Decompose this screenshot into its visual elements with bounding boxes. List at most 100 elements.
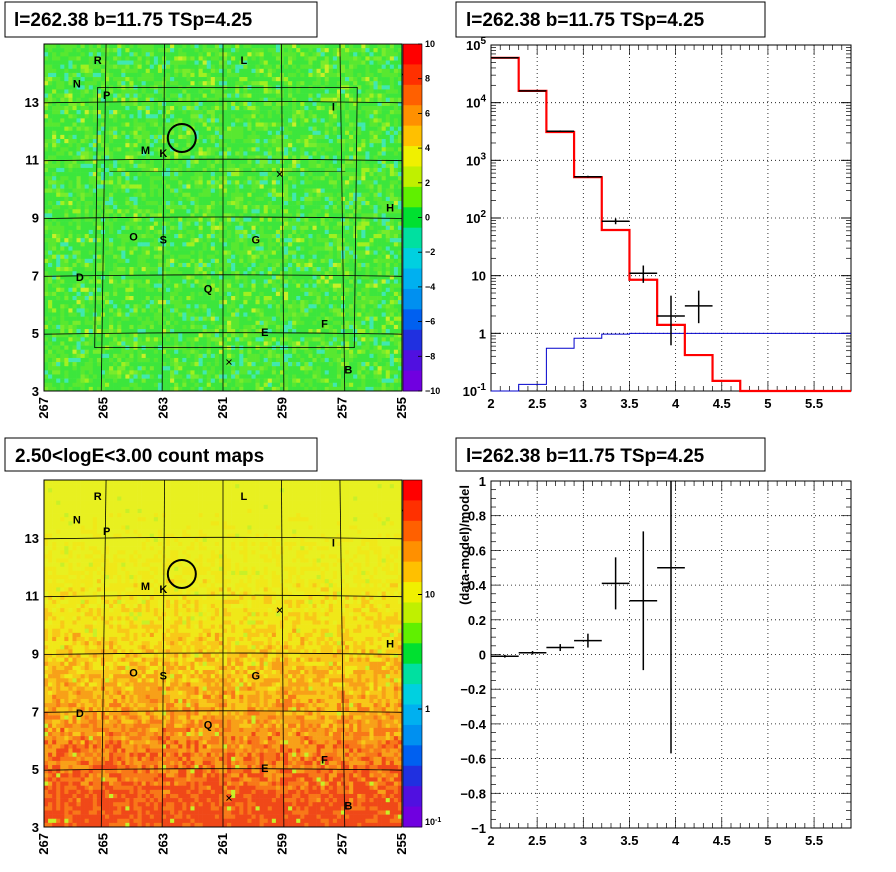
heatmap-cell xyxy=(324,77,330,82)
heatmap-cell xyxy=(96,267,102,272)
heatmap-cell xyxy=(227,196,232,202)
heatmap-cell xyxy=(239,52,244,57)
heatmap-cell xyxy=(377,217,382,222)
heatmap-cell xyxy=(72,225,77,231)
heatmap-cell xyxy=(96,68,102,74)
heatmap-cell xyxy=(389,163,395,169)
heatmap-cell xyxy=(231,64,236,70)
heatmap-cell xyxy=(88,105,94,111)
heatmap-cell xyxy=(60,81,65,86)
heatmap-cell xyxy=(389,209,395,214)
heatmap-cell xyxy=(113,81,118,86)
heatmap-cell xyxy=(186,242,191,247)
heatmap-cell xyxy=(336,151,342,156)
heatmap-cell xyxy=(56,225,61,231)
heatmap-cell xyxy=(255,151,260,156)
heatmap-cell xyxy=(235,213,240,218)
heatmap-cell xyxy=(336,180,342,185)
heatmap-cell xyxy=(206,72,212,78)
heatmap-cell xyxy=(125,114,130,119)
heatmap-cell xyxy=(288,114,293,119)
heatmap-cell xyxy=(336,155,342,160)
heatmap-cell xyxy=(109,205,114,210)
heatmap-cell xyxy=(109,97,114,103)
heatmap-cell xyxy=(48,44,53,49)
heatmap-cell xyxy=(202,238,208,243)
heatmap-cell xyxy=(300,209,305,214)
heatmap-cell xyxy=(312,126,317,132)
heatmap-cell xyxy=(373,167,378,173)
heatmap-cell xyxy=(223,262,228,268)
heatmap-cell xyxy=(353,163,358,169)
heatmap-cell xyxy=(88,163,94,169)
heatmap-cell xyxy=(194,262,199,268)
heatmap-cell xyxy=(255,118,260,123)
heatmap-cell xyxy=(157,234,163,239)
heatmap-cell xyxy=(72,97,77,103)
heatmap-cell xyxy=(117,221,122,227)
heatmap-cell xyxy=(202,176,208,181)
heatmap-cell xyxy=(109,221,114,227)
heatmap-cell xyxy=(88,48,94,53)
heatmap-cell xyxy=(296,271,301,276)
heatmap-cell xyxy=(100,97,106,103)
heatmap-cell xyxy=(345,184,350,189)
heatmap-cell xyxy=(100,213,106,218)
heatmap-cell xyxy=(157,68,163,74)
heatmap-cell xyxy=(332,242,338,247)
heatmap-cell xyxy=(385,93,391,98)
heatmap-cell xyxy=(239,167,244,173)
heatmap-cell xyxy=(316,126,321,132)
heatmap-cell xyxy=(231,180,236,185)
heatmap-cell xyxy=(105,93,110,98)
heatmap-cell xyxy=(198,213,203,218)
heatmap-cell xyxy=(243,81,248,86)
heatmap-cell xyxy=(223,172,228,177)
heatmap-cell xyxy=(308,184,313,189)
heatmap-cell xyxy=(284,176,289,181)
heatmap-cell xyxy=(170,44,175,49)
heatmap-cell xyxy=(210,114,216,119)
heatmap-cell xyxy=(259,89,264,94)
heatmap-cell xyxy=(247,159,252,165)
heatmap-cell xyxy=(320,77,326,82)
heatmap-cell xyxy=(308,56,313,61)
heatmap-cell xyxy=(271,130,277,136)
heatmap-cell xyxy=(129,229,134,235)
heatmap-cell xyxy=(279,275,285,280)
heatmap-cell xyxy=(223,68,228,74)
heatmap-cell xyxy=(72,250,77,255)
heatmap-cell xyxy=(44,101,49,107)
heatmap-cell xyxy=(202,97,208,103)
heatmap-cell xyxy=(210,271,216,276)
heatmap-cell xyxy=(227,134,232,140)
heatmap-cell xyxy=(157,110,163,115)
heatmap-cell xyxy=(292,101,297,107)
heatmap-cell xyxy=(145,172,151,177)
heatmap-cell xyxy=(263,250,269,255)
heatmap-cell xyxy=(88,176,94,181)
heatmap-cell xyxy=(174,130,179,136)
heatmap-cell xyxy=(44,126,49,132)
heatmap-cell xyxy=(198,275,203,280)
heatmap-cell xyxy=(328,126,334,132)
heatmap-cell xyxy=(271,254,277,260)
heatmap-cell xyxy=(170,110,175,115)
heatmap-cell xyxy=(247,81,252,86)
heatmap-cell xyxy=(141,254,147,260)
heatmap-cell xyxy=(198,139,203,144)
heatmap-cell xyxy=(182,209,187,214)
heatmap-cell xyxy=(64,254,69,260)
heatmap-cell xyxy=(353,167,358,173)
heatmap-cell xyxy=(190,254,195,260)
heatmap-cell xyxy=(353,130,358,136)
heatmap-cell xyxy=(340,163,346,169)
heatmap-cell xyxy=(56,258,61,264)
heatmap-cell xyxy=(186,110,191,115)
heatmap-cell xyxy=(72,114,77,119)
heatmap-cell xyxy=(182,118,187,123)
heatmap-cell xyxy=(166,114,171,119)
heatmap-cell xyxy=(279,271,285,276)
heatmap-cell xyxy=(60,176,65,181)
heatmap-cell xyxy=(166,234,171,239)
